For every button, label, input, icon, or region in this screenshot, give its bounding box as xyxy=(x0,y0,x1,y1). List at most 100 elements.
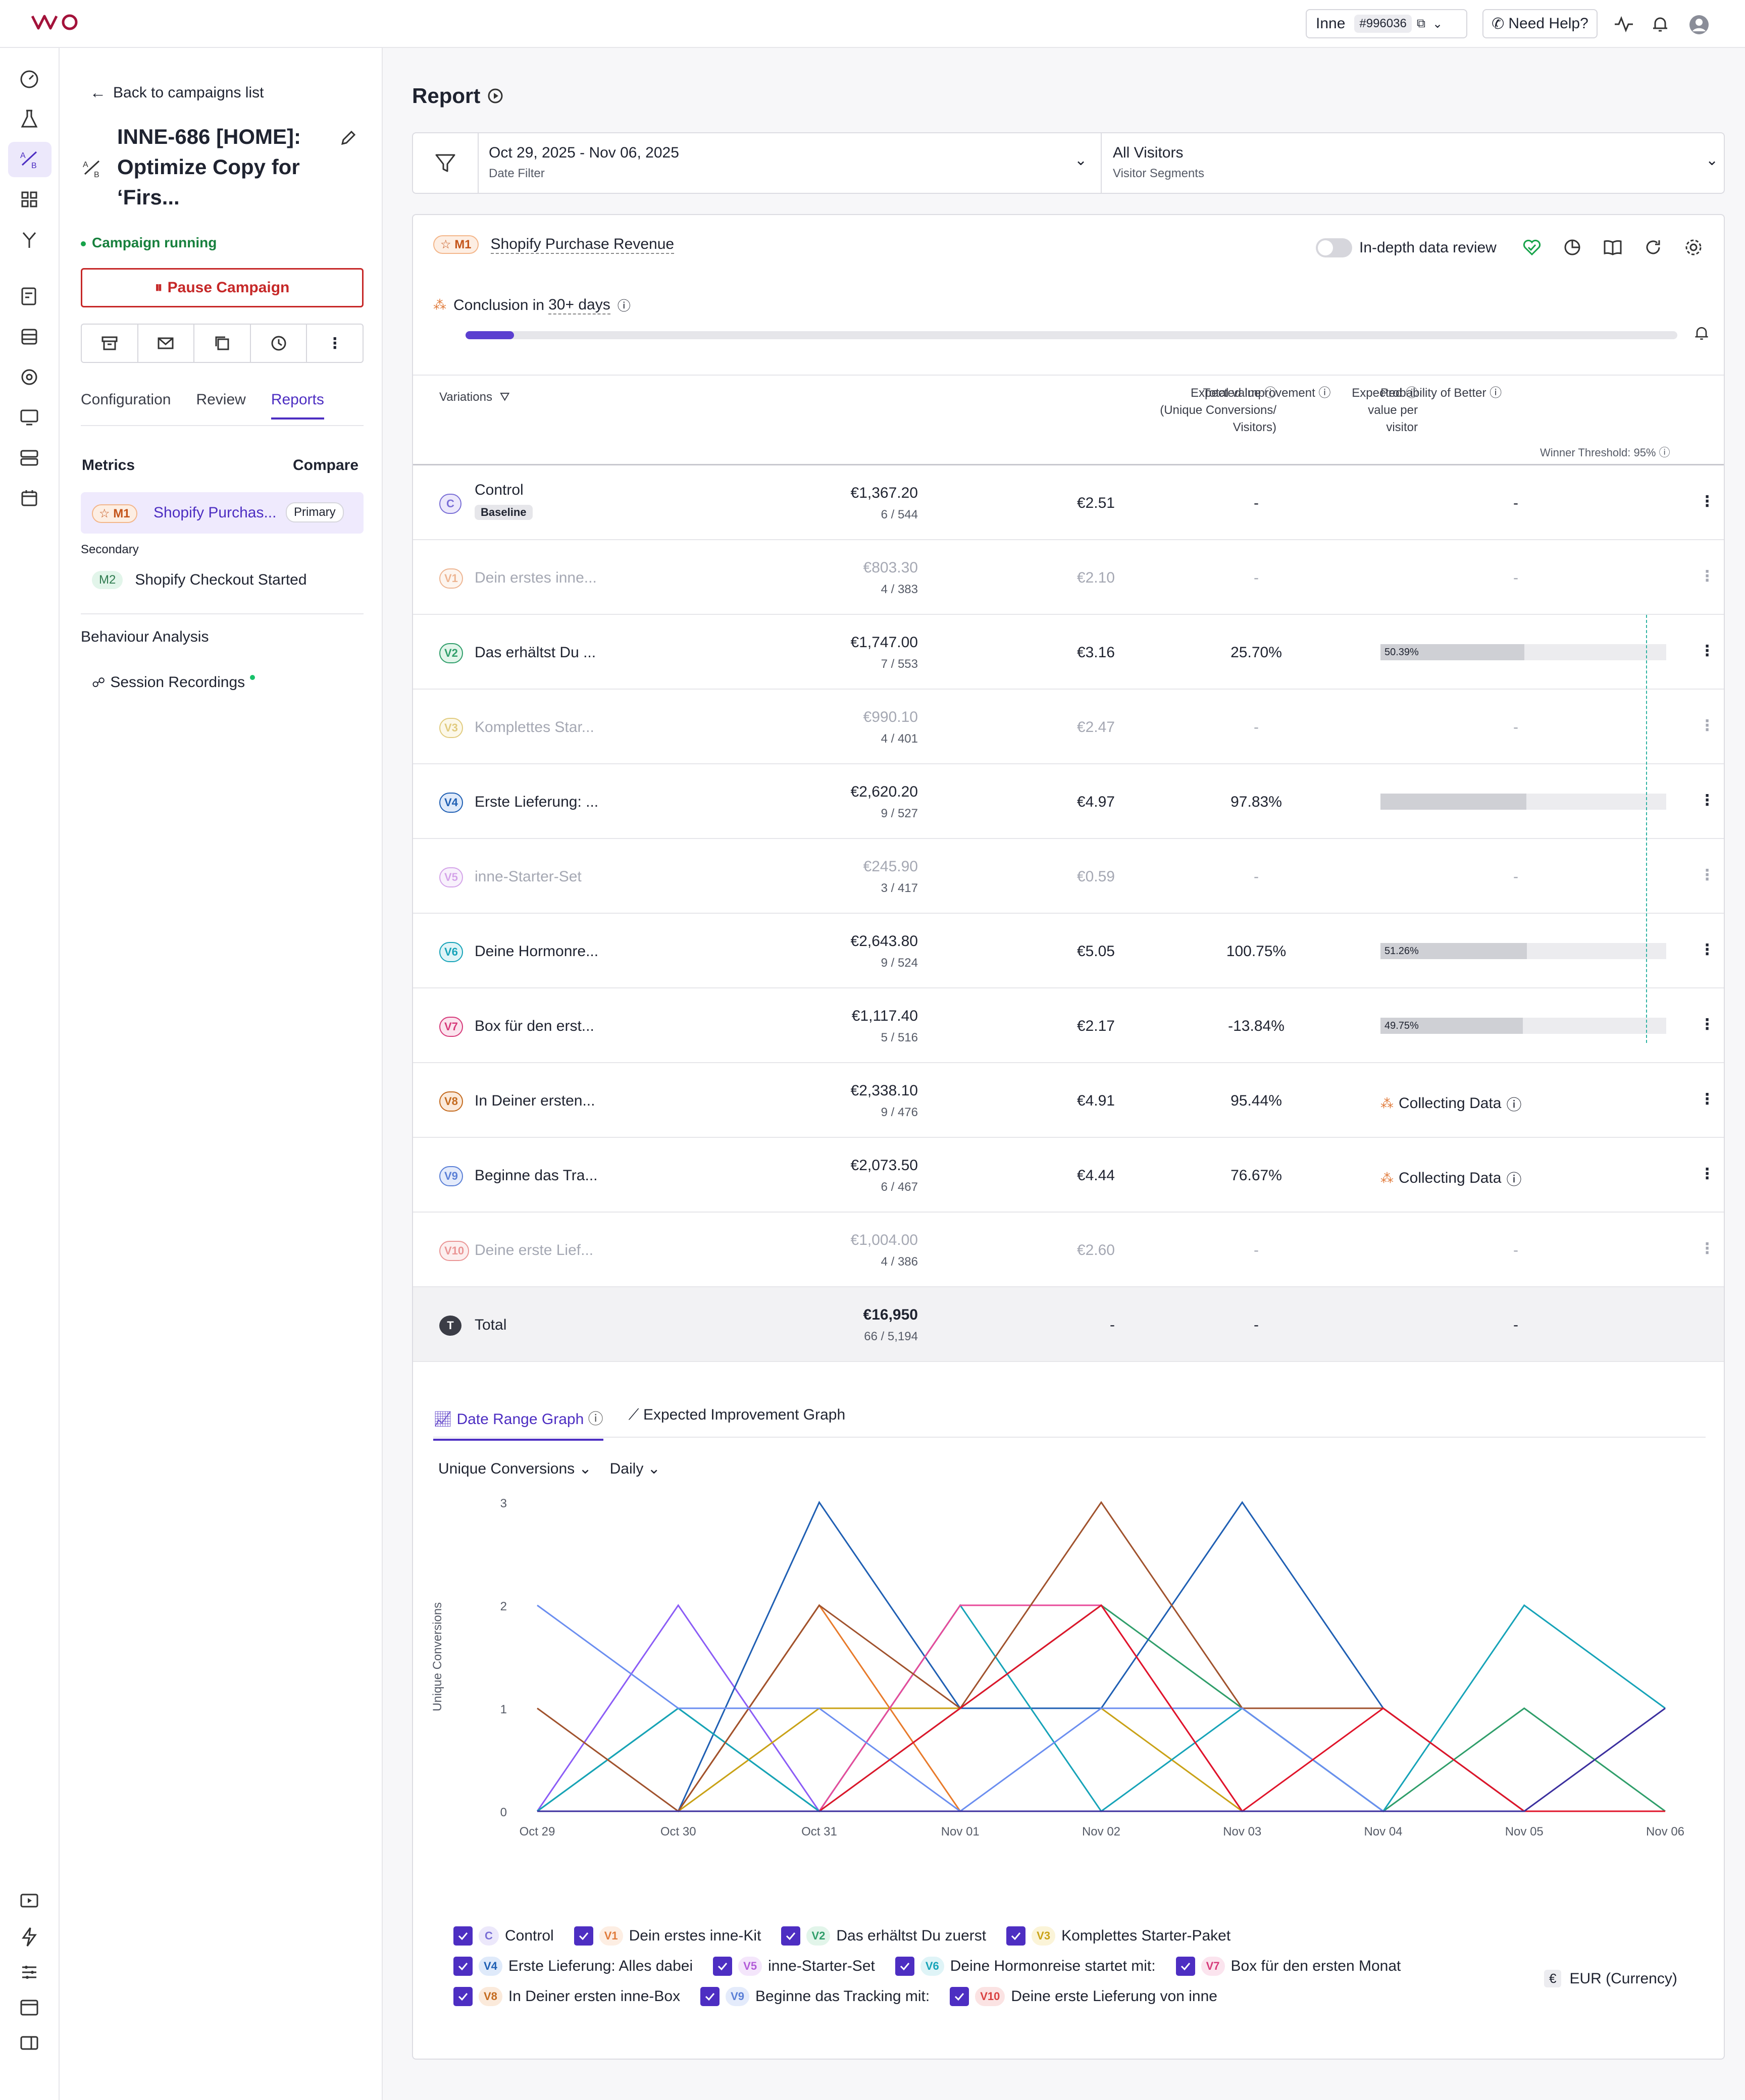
legend-item[interactable]: C Control xyxy=(453,1926,554,1946)
archive-button[interactable] xyxy=(82,325,138,362)
tab-reports[interactable]: Reports xyxy=(271,391,324,419)
metric-select[interactable]: Unique Conversions ⌄ xyxy=(438,1460,592,1478)
variation-name[interactable]: Erste Lieferung: ... xyxy=(475,794,599,810)
database-icon[interactable] xyxy=(18,326,40,348)
interval-select[interactable]: Daily ⌄ xyxy=(610,1460,660,1478)
row-menu-icon[interactable]: ⋮ xyxy=(1700,717,1715,734)
in-depth-toggle[interactable] xyxy=(1316,238,1352,257)
info-icon[interactable]: ⓘ xyxy=(617,298,631,313)
play-circle-icon[interactable] xyxy=(487,88,503,104)
legend-item[interactable]: V5 inne-Starter-Set xyxy=(713,1957,875,1976)
compare-button[interactable]: Compare xyxy=(293,457,359,474)
table-row[interactable]: V4 Erste Lieferung: ... €2,620.20 9 / 527 €4… xyxy=(413,764,1724,839)
visitor-segment-value[interactable]: All Visitors xyxy=(1113,144,1184,161)
sliders-icon[interactable] xyxy=(18,1961,40,1983)
table-row[interactable]: V8 In Deiner ersten... €2,338.10 9 / 476 €4.… xyxy=(413,1063,1724,1138)
tab-review[interactable]: Review xyxy=(196,391,246,408)
bell-icon[interactable] xyxy=(1692,324,1711,342)
help-icon[interactable]: ⓘ xyxy=(588,1411,603,1428)
variation-name[interactable]: inne-Starter-Set xyxy=(475,868,582,885)
legend-item[interactable]: V2 Das erhältst Du zuerst xyxy=(781,1926,986,1946)
legend-checkbox[interactable] xyxy=(453,1987,473,2006)
panel-toggle-icon[interactable] xyxy=(18,2032,40,2054)
row-menu-icon[interactable]: ⋮ xyxy=(1700,1016,1715,1033)
target-icon[interactable] xyxy=(18,366,40,388)
duplicate-button[interactable] xyxy=(194,325,251,362)
vwo-logo[interactable] xyxy=(31,13,87,33)
server-icon[interactable] xyxy=(18,447,40,469)
legend-item[interactable]: V1 Dein erstes inne-Kit xyxy=(574,1926,761,1946)
variation-name[interactable]: Control xyxy=(475,482,524,498)
ab-test-icon[interactable]: AB xyxy=(18,148,40,170)
primary-metric-item[interactable]: ☆ M1 Shopify Purchas... Primary xyxy=(81,492,364,534)
copy-icon[interactable]: ⧉ xyxy=(1416,17,1425,30)
grid-icon[interactable] xyxy=(18,188,40,211)
legend-checkbox[interactable] xyxy=(453,1926,473,1946)
lightning-icon[interactable] xyxy=(18,1926,40,1948)
row-menu-icon[interactable]: ⋮ xyxy=(1700,568,1715,585)
help-icon[interactable]: ⓘ xyxy=(1490,386,1502,400)
edit-icon[interactable] xyxy=(339,129,357,147)
table-row[interactable]: C Control Baseline €1,367.20 6 / 544 €2.51 - - ⋮ xyxy=(413,465,1724,540)
variation-name[interactable]: Das erhältst Du ... xyxy=(475,644,596,661)
legend-item[interactable]: V4 Erste Lieferung: Alles dabei xyxy=(453,1957,693,1976)
legend-checkbox[interactable] xyxy=(574,1926,593,1946)
refresh-icon[interactable] xyxy=(1643,237,1663,257)
row-menu-icon[interactable]: ⋮ xyxy=(1700,493,1715,510)
legend-checkbox[interactable] xyxy=(700,1987,720,2006)
table-row[interactable]: V7 Box für den erst... €1,117.40 5 / 516 €2.… xyxy=(413,988,1724,1063)
row-menu-icon[interactable]: ⋮ xyxy=(1700,867,1715,883)
legend-item[interactable]: V10 Deine erste Lieferung von inne xyxy=(950,1987,1217,2006)
table-row[interactable]: V9 Beginne das Tra... €2,073.50 6 / 467 €4.4… xyxy=(413,1138,1724,1213)
chevron-down-icon[interactable]: ⌄ xyxy=(1706,152,1719,169)
back-to-campaigns-link[interactable]: ← Back to campaigns list xyxy=(90,83,264,102)
more-options-button[interactable]: ⋮ xyxy=(307,325,363,362)
info-icon[interactable]: ⓘ xyxy=(1506,1097,1522,1114)
help-icon[interactable]: ⓘ xyxy=(1318,386,1331,400)
row-menu-icon[interactable]: ⋮ xyxy=(1700,1091,1715,1108)
row-menu-icon[interactable]: ⋮ xyxy=(1700,1166,1715,1182)
screen-icon[interactable] xyxy=(18,406,40,429)
dashboard-icon[interactable] xyxy=(18,68,40,90)
help-icon[interactable]: ⓘ xyxy=(1659,446,1670,459)
need-help-button[interactable]: ✆ Need Help? xyxy=(1482,9,1598,38)
help-icon[interactable]: ⓘ xyxy=(1264,386,1276,400)
row-menu-icon[interactable]: ⋮ xyxy=(1700,941,1715,958)
variation-name[interactable]: Box für den erst... xyxy=(475,1018,594,1034)
billing-icon[interactable] xyxy=(18,1997,40,2019)
table-row[interactable]: V1 Dein erstes inne... €803.30 4 / 383 €2.10… xyxy=(413,540,1724,615)
row-menu-icon[interactable]: ⋮ xyxy=(1700,792,1715,809)
table-row[interactable]: V2 Das erhältst Du ... €1,747.00 7 / 553 €3.… xyxy=(413,615,1724,690)
variation-name[interactable]: In Deiner ersten... xyxy=(475,1092,595,1109)
help-icon[interactable]: ⓘ xyxy=(1406,386,1418,400)
pie-chart-icon[interactable] xyxy=(1562,237,1582,257)
variations-header[interactable]: Variations ⛛ xyxy=(439,389,510,406)
legend-checkbox[interactable] xyxy=(950,1987,969,2006)
table-row[interactable]: V6 Deine Hormonre... €2,643.80 9 / 524 €5.05… xyxy=(413,914,1724,988)
heart-check-icon[interactable] xyxy=(1522,237,1542,257)
row-menu-icon[interactable]: ⋮ xyxy=(1700,643,1715,659)
settings-icon[interactable] xyxy=(1683,237,1704,257)
filter-button[interactable] xyxy=(413,133,479,193)
calendar-icon[interactable] xyxy=(18,487,40,509)
book-icon[interactable] xyxy=(1603,237,1623,257)
email-button[interactable] xyxy=(138,325,195,362)
session-recordings-link[interactable]: ☍ Session Recordings xyxy=(92,674,255,691)
info-icon[interactable]: ⓘ xyxy=(1506,1172,1522,1188)
legend-checkbox[interactable] xyxy=(713,1957,733,1976)
pause-campaign-button[interactable]: ⏸ Pause Campaign xyxy=(81,268,364,307)
legend-checkbox[interactable] xyxy=(781,1926,801,1946)
table-row[interactable]: V5 inne-Starter-Set €245.90 3 / 417 €0.59 - - ⋮ xyxy=(413,839,1724,914)
activity-icon[interactable] xyxy=(1614,14,1634,34)
table-row[interactable]: V3 Komplettes Star... €990.10 4 / 401 €2.47 -… xyxy=(413,690,1724,764)
row-menu-icon[interactable]: ⋮ xyxy=(1700,1240,1715,1257)
variation-name[interactable]: Dein erstes inne... xyxy=(475,569,597,586)
variation-name[interactable]: Deine Hormonre... xyxy=(475,943,599,960)
filter-icon[interactable]: ⛛ xyxy=(499,390,510,404)
chevron-down-icon[interactable]: ⌄ xyxy=(1074,152,1088,169)
avatar[interactable] xyxy=(1688,14,1710,35)
form-icon[interactable] xyxy=(18,285,40,307)
legend-checkbox[interactable] xyxy=(453,1957,473,1976)
legend-item[interactable]: V3 Komplettes Starter-Paket xyxy=(1006,1926,1230,1946)
variation-name[interactable]: Deine erste Lief... xyxy=(475,1242,594,1258)
